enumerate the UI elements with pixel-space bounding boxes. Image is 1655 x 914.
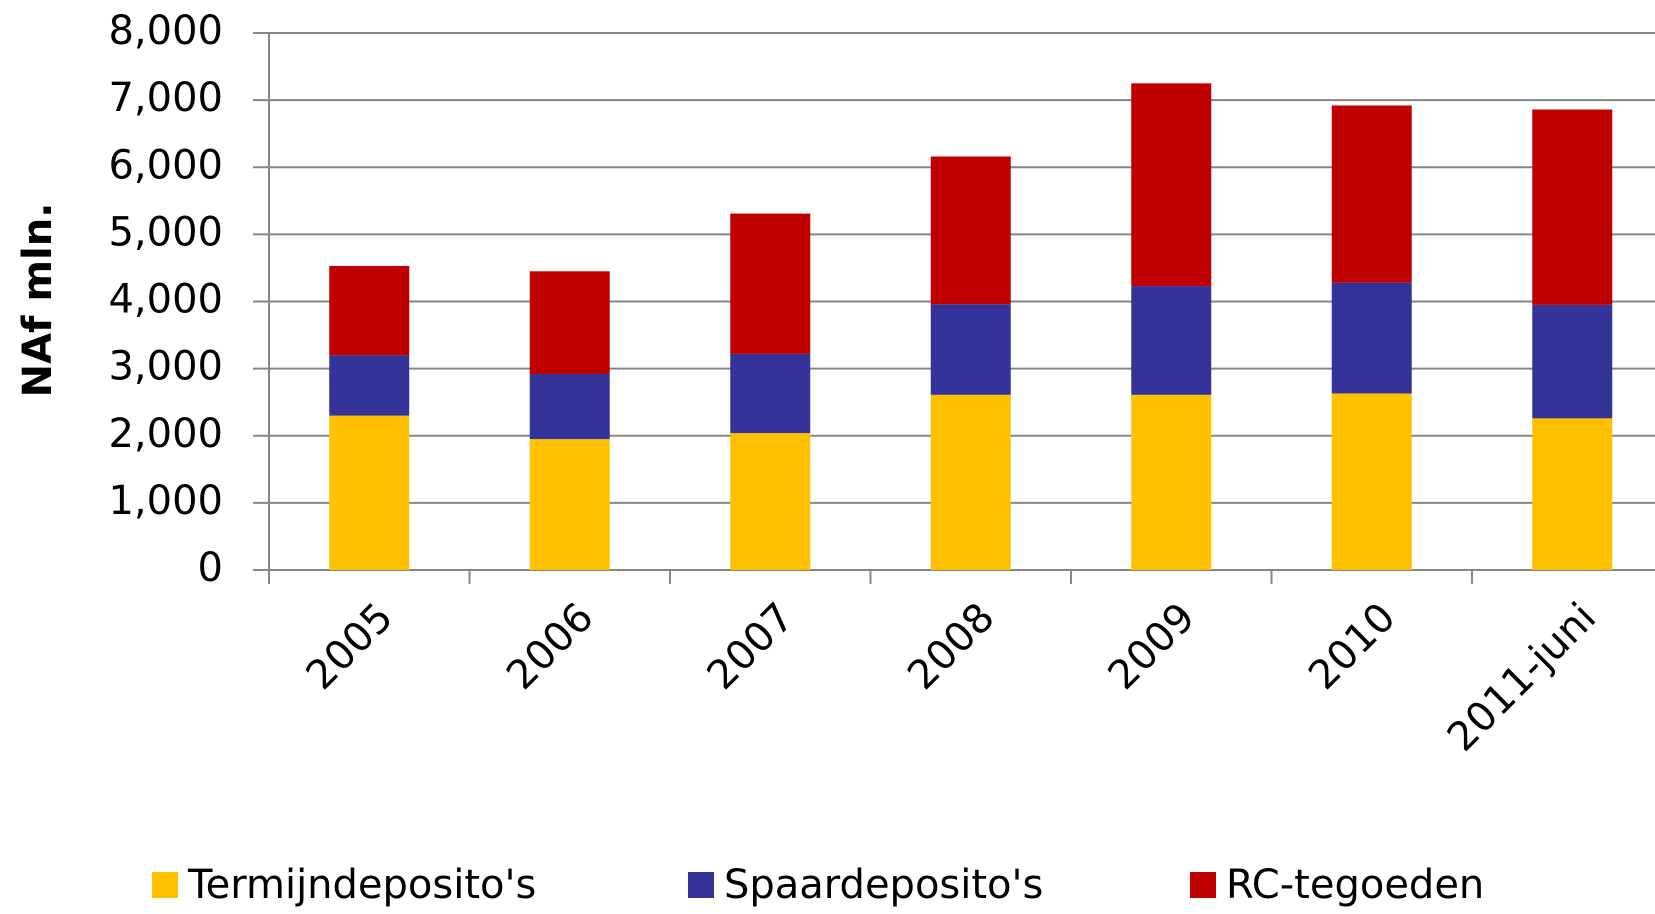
bar-segment bbox=[529, 373, 610, 440]
bar-segment bbox=[529, 439, 610, 570]
bar-segment bbox=[1331, 282, 1412, 394]
legend-swatch bbox=[152, 872, 178, 898]
bar-segment bbox=[1131, 286, 1212, 395]
legend-label: Termijndeposito's bbox=[187, 862, 536, 908]
legend-swatch bbox=[688, 872, 714, 898]
x-tick-label: 2009 bbox=[1100, 594, 1205, 699]
y-tick-label: 2,000 bbox=[108, 411, 223, 457]
x-tick-label: 2007 bbox=[699, 594, 804, 699]
bar-segment bbox=[930, 304, 1011, 395]
legend-label: Spaardeposito's bbox=[724, 862, 1043, 908]
x-tick-label: 2010 bbox=[1300, 594, 1405, 699]
bar-segment bbox=[730, 213, 811, 354]
bar-segment bbox=[1532, 418, 1613, 570]
bar-segment bbox=[730, 433, 811, 570]
y-tick-label: 3,000 bbox=[108, 344, 223, 390]
y-tick-label: 8,000 bbox=[108, 8, 223, 54]
x-tick-label: 2008 bbox=[899, 594, 1004, 699]
bar-segment bbox=[930, 156, 1011, 305]
y-tick-label: 1,000 bbox=[108, 478, 223, 524]
y-tick-label: 6,000 bbox=[108, 142, 223, 188]
bar-segment bbox=[730, 353, 811, 434]
y-tick-label: 4,000 bbox=[108, 277, 223, 323]
bar-segment bbox=[329, 355, 410, 416]
bar-segment bbox=[1532, 304, 1613, 419]
legend-swatch bbox=[1190, 872, 1216, 898]
x-tick-label: 2005 bbox=[298, 594, 403, 699]
bar-segment bbox=[1532, 109, 1613, 305]
y-axis-title: NAf mln. bbox=[15, 203, 61, 398]
bar-segment bbox=[529, 271, 610, 374]
bar-segment bbox=[930, 394, 1011, 570]
bar-segment bbox=[1131, 394, 1212, 570]
legend-label: RC-tegoeden bbox=[1226, 862, 1484, 908]
y-tick-label: 7,000 bbox=[108, 75, 223, 121]
x-tick-label: 2006 bbox=[498, 594, 603, 699]
bar-segment bbox=[1331, 105, 1412, 283]
x-tick-label: 2011-juni bbox=[1439, 594, 1605, 760]
bar-segment bbox=[1331, 393, 1412, 570]
bar-segment bbox=[1131, 83, 1212, 287]
y-tick-label: 5,000 bbox=[108, 209, 223, 255]
y-tick-label: 0 bbox=[198, 545, 223, 591]
bar-segment bbox=[329, 265, 410, 356]
bar-segment bbox=[329, 415, 410, 570]
